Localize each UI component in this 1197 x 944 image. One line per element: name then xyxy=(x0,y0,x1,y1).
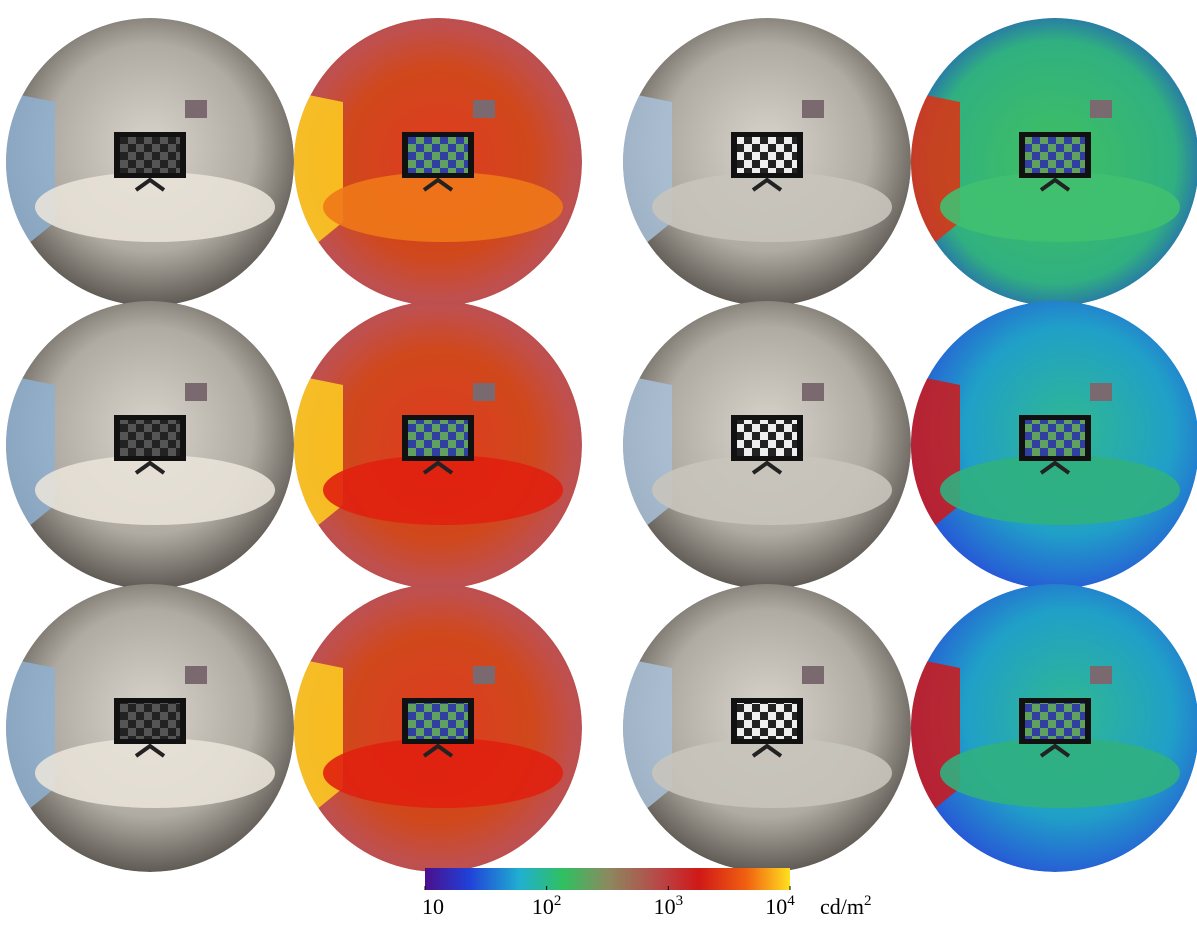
fisheye-image xyxy=(294,18,582,306)
checkerboard xyxy=(120,703,180,739)
image-content xyxy=(623,18,911,306)
fisheye-image xyxy=(911,301,1197,589)
colorbar-unit: cd/m2 xyxy=(820,893,872,919)
checkerboard xyxy=(120,137,180,173)
image-content xyxy=(911,301,1197,589)
image-content xyxy=(6,584,294,872)
tick-base: 10 xyxy=(654,894,676,919)
fisheye-image xyxy=(294,301,582,589)
image-content xyxy=(6,301,294,589)
fisheye-image xyxy=(623,584,911,872)
unit-exponent: 2 xyxy=(864,893,872,909)
color-chart xyxy=(1090,100,1112,118)
color-chart xyxy=(473,100,495,118)
fisheye-image xyxy=(623,301,911,589)
fisheye-image xyxy=(6,301,294,589)
fisheye-image xyxy=(6,584,294,872)
colorbar-tick-label: 104 xyxy=(765,893,795,919)
tick-exponent: 4 xyxy=(787,893,795,909)
fisheye-image xyxy=(294,584,582,872)
fisheye-image xyxy=(911,584,1197,872)
image-content xyxy=(623,301,911,589)
checkerboard xyxy=(120,420,180,456)
checkerboard xyxy=(1025,420,1085,456)
fisheye-image xyxy=(911,18,1197,306)
color-chart xyxy=(1090,383,1112,401)
tick-exponent: 3 xyxy=(676,893,684,909)
color-chart xyxy=(802,666,824,684)
fisheye-image xyxy=(6,18,294,306)
image-grid xyxy=(6,18,1197,872)
image-content xyxy=(294,18,582,306)
color-chart xyxy=(185,666,207,684)
figure: 10102103104cd/m2 xyxy=(0,0,1197,944)
unit-base: cd/m xyxy=(820,894,864,919)
tick-base: 10 xyxy=(765,894,787,919)
color-chart xyxy=(185,383,207,401)
color-chart xyxy=(473,383,495,401)
image-content xyxy=(294,301,582,589)
color-chart xyxy=(473,666,495,684)
colorbar xyxy=(425,868,790,890)
colorbar-tick-label: 103 xyxy=(654,893,684,919)
tick-base: 10 xyxy=(422,894,444,919)
tick-base: 10 xyxy=(532,894,554,919)
page: 10102103104cd/m2 (() => { const data = J… xyxy=(0,0,1197,944)
color-chart xyxy=(1090,666,1112,684)
colorbar-tick-label: 10 xyxy=(422,894,444,919)
image-content xyxy=(911,584,1197,872)
color-chart xyxy=(802,383,824,401)
image-content xyxy=(6,18,294,306)
image-content xyxy=(911,18,1197,306)
checkerboard xyxy=(737,703,797,739)
checkerboard xyxy=(1025,137,1085,173)
checkerboard xyxy=(408,703,468,739)
tick-exponent: 2 xyxy=(554,893,562,909)
colorbar-tick-label: 102 xyxy=(532,893,562,919)
checkerboard xyxy=(1025,703,1085,739)
color-chart xyxy=(185,100,207,118)
checkerboard xyxy=(408,137,468,173)
color-chart xyxy=(802,100,824,118)
fisheye-image xyxy=(623,18,911,306)
checkerboard xyxy=(737,137,797,173)
image-content xyxy=(623,584,911,872)
checkerboard xyxy=(737,420,797,456)
checkerboard xyxy=(408,420,468,456)
image-content xyxy=(294,584,582,872)
